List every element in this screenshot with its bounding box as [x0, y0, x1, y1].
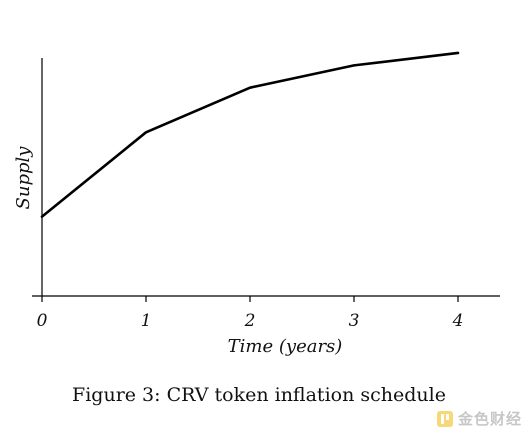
chart-series	[40, 51, 460, 218]
x-tick-label: 2	[244, 311, 256, 331]
x-tick-label: 4	[452, 311, 464, 331]
x-axis-title: Time (years)	[228, 336, 343, 357]
watermark-text: 金色财经	[457, 410, 522, 428]
line-chart: 0 1 2 3 4 Time (years) Supply	[13, 51, 500, 357]
golden-logo-icon	[436, 410, 453, 427]
x-tick-label: 3	[349, 311, 360, 331]
chart-axes	[32, 58, 500, 297]
figure-caption: Figure 3: CRV token inflation schedule	[72, 384, 446, 406]
x-tick-label: 1	[141, 311, 152, 331]
series-line	[40, 51, 460, 218]
x-ticks: 0 1 2 3 4	[37, 296, 464, 331]
y-axis-title: Supply	[13, 146, 34, 210]
watermark: 金色财经	[436, 408, 522, 429]
x-tick-label: 0	[37, 311, 48, 331]
